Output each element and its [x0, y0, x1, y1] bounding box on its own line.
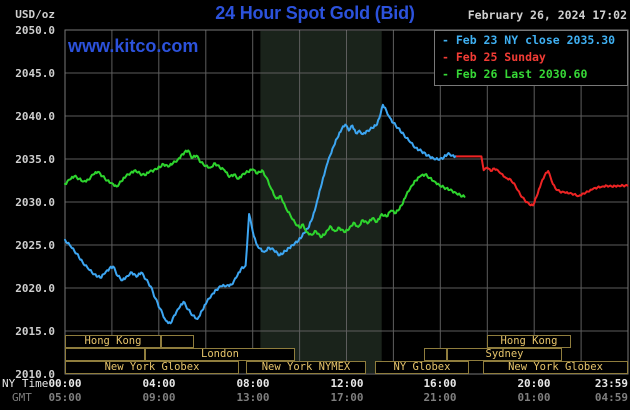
x-axis-tick-ny: 04:00: [142, 377, 176, 390]
y-axis-tick: 2015.0: [15, 325, 55, 338]
session-box-new-york-nymex: New York NYMEX: [246, 361, 366, 374]
x-axis-tick-ny: 23:59: [594, 377, 628, 390]
session-box-empty: [424, 348, 447, 361]
session-box-empty: [65, 348, 145, 361]
kitco-watermark: www.kitco.com: [68, 36, 199, 56]
legend-box: - Feb 23 NY close 2035.30 - Feb 25 Sunday…: [434, 30, 628, 86]
y-axis-tick: 2010.0: [15, 368, 55, 381]
session-box-sydney: Sydney: [447, 348, 562, 361]
y-axis-tick: 2050.0: [15, 24, 55, 37]
y-axis-tick: 2020.0: [15, 282, 55, 295]
session-box-new-york-globex: New York Globex: [483, 361, 628, 374]
legend-entry: - Feb 26 Last 2030.60: [442, 67, 588, 81]
x-axis-tick-ny: 12:00: [330, 377, 364, 390]
legend-entry: - Feb 23 NY close 2035.30: [442, 33, 616, 47]
x-axis-tick-gmt: 21:00: [423, 391, 457, 404]
x-axis-tick-gmt: 04:59: [594, 391, 628, 404]
y-axis-unit-label: USD/oz: [15, 8, 55, 21]
session-box-ny-globex: NY Globex: [375, 361, 469, 374]
x-axis-tick-gmt: 13:00: [236, 391, 270, 404]
series-line-feb-26: [64, 149, 466, 239]
y-axis-tick: 2030.0: [15, 196, 55, 209]
x-axis-tick-ny: 08:00: [236, 377, 270, 390]
legend-entry: - Feb 25 Sunday: [442, 50, 546, 64]
session-box-hong-kong: Hong Kong: [487, 335, 571, 348]
x-axis-tick-gmt: 09:00: [142, 391, 176, 404]
y-axis-tick: 2025.0: [15, 239, 55, 252]
x-axis-tick-ny: 16:00: [423, 377, 457, 390]
session-box-hong-kong: Hong Kong: [65, 335, 161, 348]
y-axis-tick: 2035.0: [15, 153, 55, 166]
session-box-new-york-globex: New York Globex: [65, 361, 239, 374]
session-box-london: London: [145, 348, 295, 361]
x-axis-tick-gmt: 01:00: [517, 391, 551, 404]
gmt-axis-label: GMT: [12, 391, 32, 404]
chart-title: 24 Hour Spot Gold (Bid): [215, 3, 415, 23]
session-box-empty: [161, 335, 194, 348]
datetime-label: February 26, 2024 17:02: [467, 8, 627, 22]
series-line-feb-25: [455, 155, 629, 207]
x-axis-tick-gmt: 05:00: [48, 391, 82, 404]
plot-border: [64, 29, 629, 375]
x-axis-tick-ny: 00:00: [48, 377, 82, 390]
y-axis-tick: 2045.0: [15, 67, 55, 80]
ny-time-axis-label: NY Time: [2, 377, 49, 390]
y-axis-tick: 2040.0: [15, 110, 55, 123]
x-axis-tick-gmt: 17:00: [330, 391, 364, 404]
x-axis-tick-ny: 20:00: [517, 377, 551, 390]
series-line-feb-23: [64, 103, 458, 325]
